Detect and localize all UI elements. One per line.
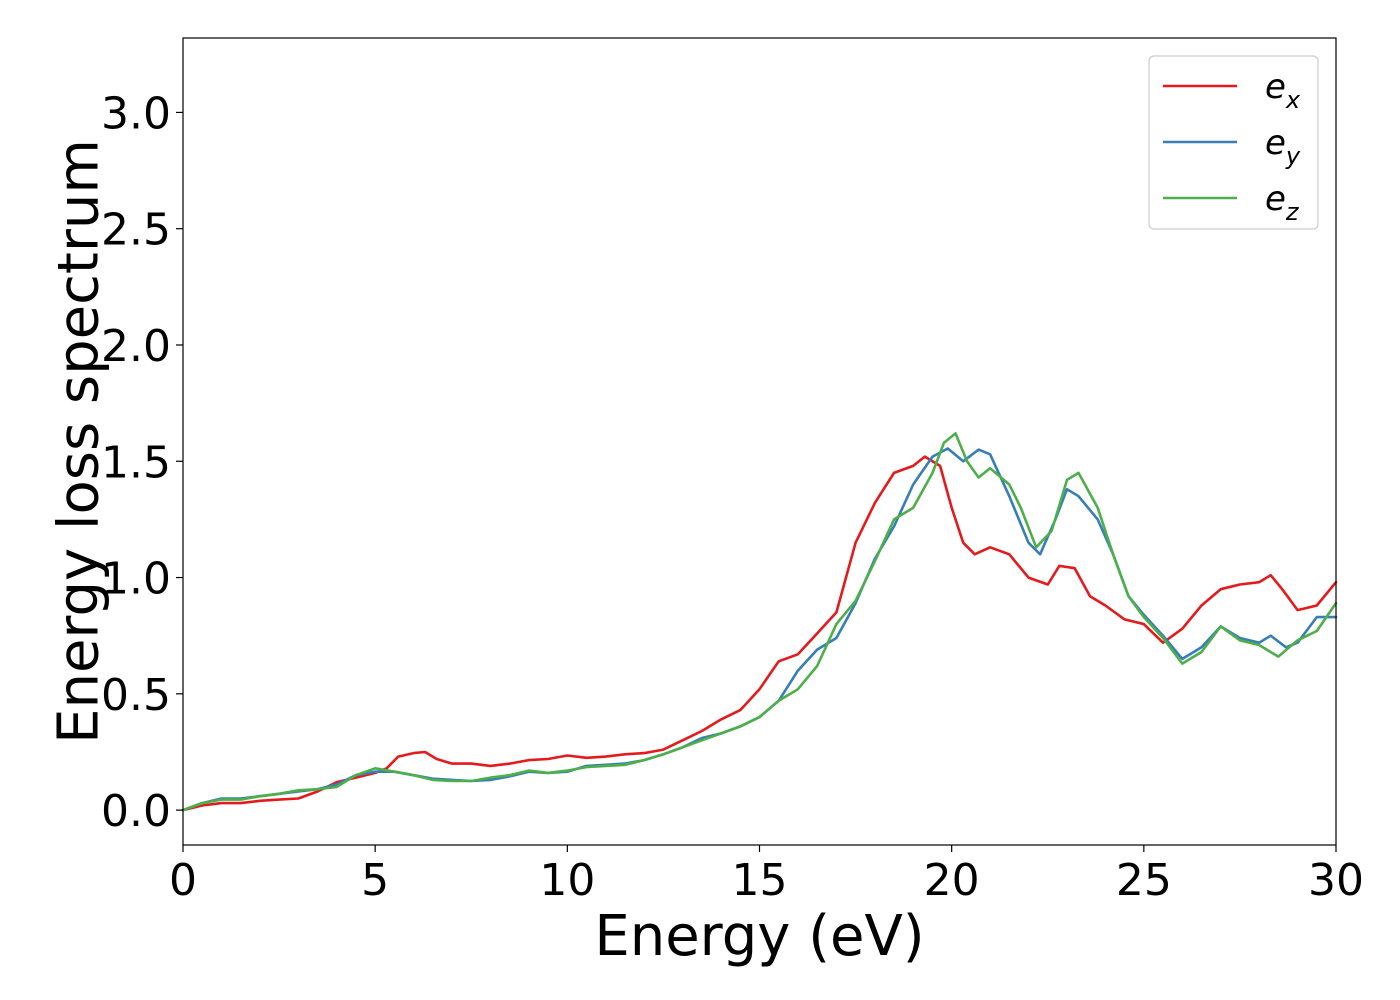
y-tick-label: 1.5 <box>101 437 171 488</box>
x-tick-label: 5 <box>361 855 389 906</box>
y-tick-label: 0.0 <box>101 786 171 837</box>
x-tick-label: 10 <box>539 855 595 906</box>
x-tick-label: 15 <box>732 855 788 906</box>
y-axis-ticks: 0.0 0.5 1.0 1.5 2.0 2.5 3.0 <box>101 88 183 837</box>
legend-label-base: e <box>1265 179 1286 219</box>
legend-label-subscript: y <box>1285 142 1301 170</box>
x-axis-ticks: 0 5 10 15 20 25 30 <box>169 845 1364 906</box>
legend-label-subscript: x <box>1285 86 1301 114</box>
legend-label-e-y: ey <box>1265 123 1301 170</box>
y-tick-label: 2.0 <box>101 321 171 372</box>
x-axis-label: Energy (eV) <box>594 904 924 969</box>
legend-label-base: e <box>1265 123 1286 163</box>
x-tick-label: 30 <box>1308 855 1364 906</box>
legend-label-e-z: ez <box>1265 179 1300 226</box>
y-axis-label: Energy loss spectrum <box>47 139 112 744</box>
y-tick-label: 1.0 <box>101 554 171 605</box>
y-tick-label: 3.0 <box>101 88 171 139</box>
plot-lines <box>181 432 1338 812</box>
legend-label-base: e <box>1265 67 1286 107</box>
y-tick-label: 2.5 <box>101 205 171 256</box>
y-tick-label: 0.5 <box>101 670 171 721</box>
legend-label-e-x: ex <box>1265 67 1301 114</box>
x-tick-label: 20 <box>924 855 980 906</box>
legend-label-subscript: z <box>1285 198 1300 226</box>
x-tick-label: 25 <box>1116 855 1172 906</box>
series-line-e-z <box>181 432 1338 812</box>
x-tick-label: 0 <box>169 855 197 906</box>
series-line-e-x <box>181 455 1338 812</box>
